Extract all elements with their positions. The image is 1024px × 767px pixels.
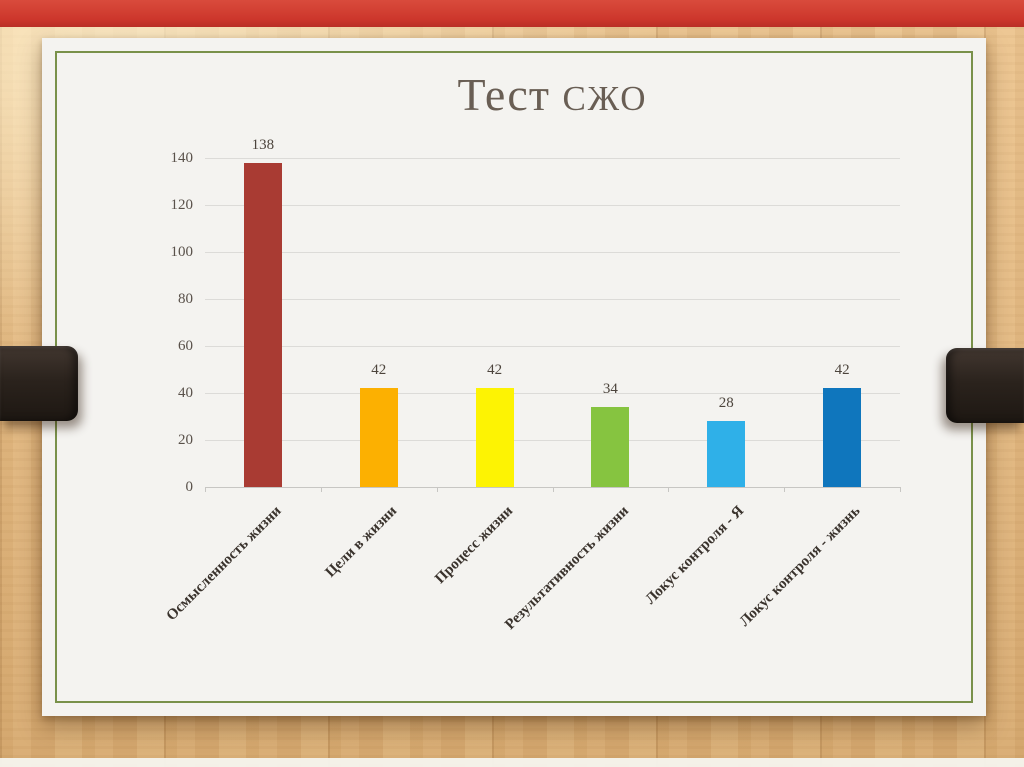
bar-value-label: 42 (371, 362, 387, 379)
bar-value-label: 34 (602, 381, 618, 398)
bar (823, 388, 862, 487)
x-axis-category-text: Процесс жизни (431, 503, 516, 588)
gridline (205, 439, 900, 441)
y-axis-tick-label: 100 (170, 244, 194, 260)
bar-value-label: 138 (251, 136, 275, 153)
y-axis-tick-label: 140 (170, 150, 194, 166)
bar (707, 421, 746, 487)
bar (475, 388, 514, 487)
bar (243, 162, 282, 487)
bar-value-label: 28 (718, 395, 734, 412)
x-axis-tick (205, 487, 206, 492)
chart-title: Тест СЖО (205, 68, 900, 121)
x-axis-category-text: Локус контроля - жизнь (736, 503, 864, 630)
bar (591, 407, 630, 487)
bar-value-label: 42 (834, 362, 850, 379)
chart-title-main: Тест (457, 69, 550, 120)
x-axis-tick (784, 487, 786, 492)
bottom-strip (0, 758, 1024, 767)
gridline (205, 392, 900, 394)
x-axis-category-text: Осмысленность жизни (163, 503, 285, 625)
gridline (205, 204, 900, 206)
y-axis-tick-label: 60 (178, 338, 193, 354)
y-axis-tick-label: 20 (178, 432, 193, 448)
right-ribbon-clip (946, 348, 1024, 423)
gridline (205, 251, 900, 253)
slide-card: Тест СЖО 0 20 40 60 80 100 120 140 138 Осмысленно… (42, 38, 986, 716)
gridline (205, 157, 900, 159)
x-axis-tick (900, 487, 901, 492)
left-ribbon-clip (0, 346, 78, 421)
chart-title-acronym: СЖО (562, 79, 648, 118)
bar-chart-plot-area: 0 20 40 60 80 100 120 140 138 Осмысленность жизни… (163, 137, 901, 633)
x-axis-category-text: Цели в жизни (322, 503, 401, 581)
bar (359, 388, 398, 487)
gridline (205, 345, 900, 347)
gridline (205, 298, 900, 300)
y-axis-tick-label: 0 (185, 479, 194, 495)
bar-value-label: 42 (487, 362, 503, 379)
x-axis-tick (320, 487, 322, 492)
top-red-strip (0, 0, 1024, 27)
y-axis-tick-label: 120 (170, 197, 194, 213)
x-axis-tick (668, 487, 670, 492)
x-axis-category-text: Результативность жизни (501, 503, 632, 633)
x-axis-tick (436, 487, 438, 492)
x-axis-category-text: Локус контроля - Я (643, 503, 748, 608)
x-axis-tick (552, 487, 554, 492)
y-axis-tick-label: 40 (178, 385, 193, 401)
y-axis-tick-label: 80 (178, 291, 193, 307)
